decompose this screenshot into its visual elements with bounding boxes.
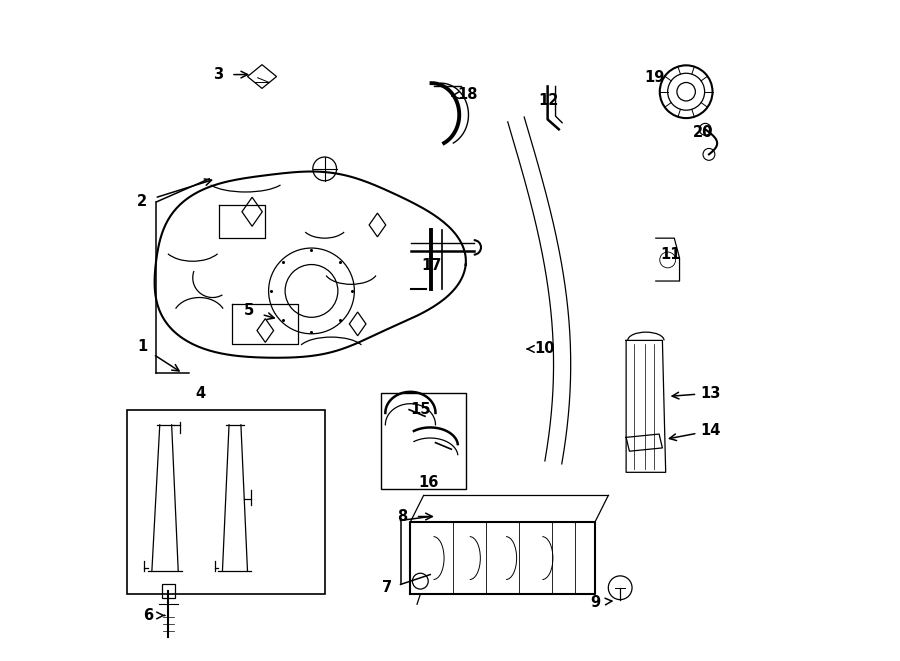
Text: 5: 5: [244, 303, 254, 318]
Text: 17: 17: [421, 258, 442, 274]
Text: 14: 14: [700, 423, 721, 438]
Text: 1: 1: [137, 340, 147, 354]
Text: 6: 6: [143, 608, 154, 623]
Bar: [127, 410, 325, 594]
Text: 3: 3: [212, 67, 223, 82]
Text: 18: 18: [457, 87, 478, 102]
Text: 9: 9: [590, 595, 600, 609]
Text: 8: 8: [398, 509, 408, 524]
Bar: [162, 584, 175, 598]
Text: 11: 11: [661, 247, 681, 262]
Text: 12: 12: [539, 93, 559, 108]
Text: 19: 19: [644, 70, 665, 85]
Text: 13: 13: [700, 385, 721, 401]
Text: 7: 7: [382, 580, 392, 596]
Text: 2: 2: [137, 194, 147, 210]
Bar: [381, 393, 466, 488]
Text: 4: 4: [195, 385, 206, 401]
Text: 16: 16: [418, 475, 439, 490]
Text: 20: 20: [693, 125, 714, 140]
Text: 10: 10: [534, 342, 554, 356]
Text: 15: 15: [410, 402, 430, 417]
